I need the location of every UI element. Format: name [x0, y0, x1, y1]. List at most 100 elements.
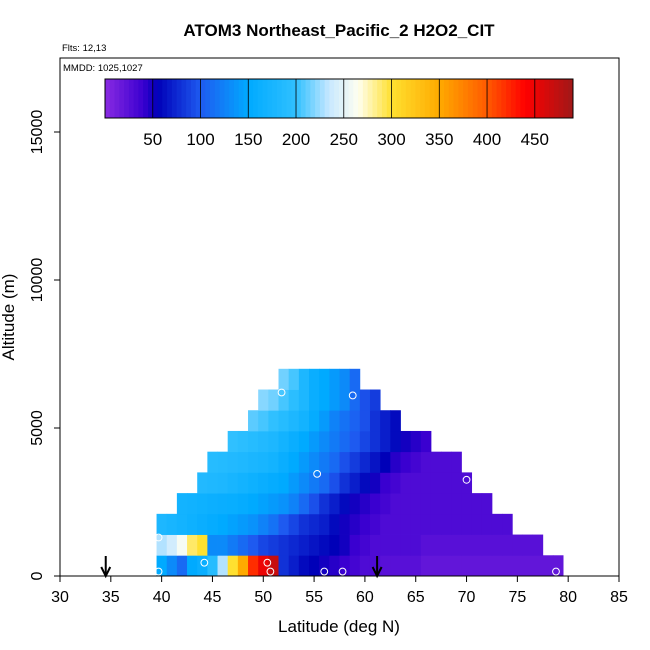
heatmap-cell [217, 451, 229, 473]
heatmap-cell [176, 555, 188, 577]
heatmap-cell [258, 513, 269, 535]
heatmap-cell [166, 555, 178, 577]
colorbar-segment [401, 79, 407, 118]
heatmap-cell [298, 368, 310, 390]
heatmap-cell [471, 534, 483, 556]
colorbar-segment [463, 79, 469, 118]
sample-point [154, 567, 163, 576]
heatmap-cell [298, 472, 310, 494]
heatmap-cell [451, 451, 462, 473]
heatmap-cell [329, 472, 340, 494]
heatmap-cell [349, 368, 361, 390]
colorbar-segment [171, 79, 178, 118]
heatmap-cell [319, 534, 330, 556]
colorbar-segment [248, 79, 254, 118]
colorbar-segment [453, 79, 459, 118]
colorbar-segment [372, 79, 378, 118]
colorbar-segment [315, 79, 321, 118]
heatmap-cell [309, 513, 320, 535]
heatmap-cell [278, 430, 290, 453]
colorbar-segment [491, 79, 498, 118]
heatmap-cell [451, 555, 462, 577]
heatmap-cell [349, 451, 361, 473]
heatmap-cell [359, 430, 371, 453]
colorbar-segment [553, 79, 560, 118]
plot-frame [59, 57, 620, 577]
heatmap-cell [309, 430, 320, 453]
heatmap-cell [268, 430, 279, 453]
colorbar-segment [367, 79, 373, 118]
chart-title: ATOM3 Northeast_Pacific_2 H2O2_CIT [183, 21, 495, 40]
colorbar-segment [167, 79, 173, 118]
heatmap-cell [491, 513, 503, 535]
heatmap-cell [309, 410, 320, 432]
heatmap-cell [441, 451, 452, 473]
heatmap-cell [410, 430, 422, 453]
colorbar-segment [515, 79, 521, 118]
colorbar-segment [128, 79, 135, 118]
heatmap-cell [248, 472, 259, 494]
heatmap-cell [166, 513, 178, 535]
x-tick-label: 75 [508, 589, 526, 606]
colorbar-segment [420, 79, 426, 118]
sample-point [200, 558, 209, 567]
x-tick-label: 70 [458, 589, 476, 606]
heatmap-cell [258, 389, 269, 411]
heatmap-cell [298, 451, 310, 473]
heatmap-cell [512, 555, 523, 577]
colorbar-segment [544, 79, 550, 118]
heatmap-cell [380, 410, 391, 432]
heatmap-cell [176, 513, 188, 535]
x-tick-label: 35 [102, 589, 120, 606]
colorbar-segment [310, 79, 316, 118]
x-tick-label: 55 [305, 589, 323, 606]
colorbar [104, 78, 574, 119]
sample-point [338, 567, 347, 576]
heatmap-cell [430, 472, 442, 494]
heatmap-cell [309, 389, 320, 411]
heatmap-cell [217, 534, 229, 556]
colorbar-tick-label: 50 [143, 130, 162, 149]
heatmap-cell [420, 513, 432, 535]
heatmap-cell [451, 472, 462, 494]
colorbar-segment [214, 79, 221, 118]
heatmap-cell [369, 410, 381, 432]
colorbar-segment [506, 79, 512, 118]
heatmap-cell [329, 451, 340, 473]
heatmap-cell [329, 493, 340, 515]
heatmap-cell [278, 493, 290, 515]
heatmap-cell [227, 534, 239, 556]
heatmap-cell [156, 513, 168, 535]
heatmap-cell [309, 472, 320, 494]
heatmap-cell [441, 493, 452, 515]
colorbar-segment [510, 79, 517, 118]
heatmap-cell [380, 430, 391, 453]
heatmap-cell [532, 534, 544, 556]
heatmap-cell [268, 534, 279, 556]
colorbar-segment [205, 79, 211, 118]
heatmap-cell [380, 451, 391, 473]
heatmap-cell [349, 534, 361, 556]
heatmap-cell [288, 534, 300, 556]
heatmap-cell [329, 389, 340, 411]
colorbar-segment [195, 79, 202, 118]
arrow-marker [100, 556, 112, 579]
colorbar-segment [176, 79, 182, 118]
heatmap-cell [187, 555, 198, 577]
y-tick-label: 15000 [29, 110, 46, 155]
colorbar-segment [539, 79, 545, 118]
colorbar-segment [386, 79, 393, 118]
heatmap-cell [359, 513, 371, 535]
colorbar-segment [105, 79, 111, 118]
colorbar-tick-label: 350 [425, 130, 453, 149]
heatmap-cell [451, 493, 462, 515]
heatmap-cell [471, 555, 483, 577]
colorbar-segment [472, 79, 478, 118]
heatmap-cell [288, 513, 300, 535]
colorbar-segment [381, 79, 388, 118]
x-tick-label: 85 [610, 589, 628, 606]
colorbar-segment [281, 79, 287, 118]
heatmap-cell [319, 389, 330, 411]
heatmap-cell [420, 430, 432, 453]
